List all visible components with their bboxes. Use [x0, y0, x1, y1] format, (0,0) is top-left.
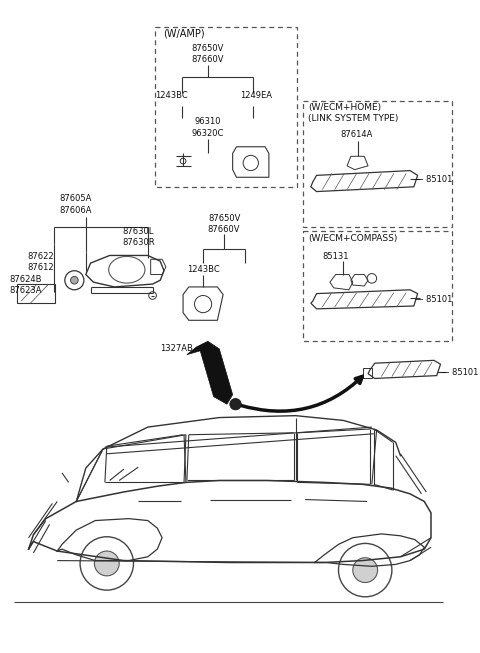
Bar [303, 101, 452, 227]
Text: 87624B: 87624B [10, 274, 42, 283]
Circle shape [95, 551, 119, 576]
Text: 87605A: 87605A [59, 195, 92, 204]
Text: (W/ECM+HOME): (W/ECM+HOME) [308, 103, 381, 112]
Bar [303, 231, 452, 342]
Text: 87623A: 87623A [10, 286, 42, 295]
Text: 87650V: 87650V [208, 214, 240, 223]
Text: 96320C: 96320C [192, 129, 224, 138]
Text: 87630L: 87630L [122, 227, 154, 236]
Text: 1249EA: 1249EA [240, 91, 272, 101]
Text: — 85101: — 85101 [415, 176, 452, 184]
Text: 87622: 87622 [28, 251, 54, 261]
FancyArrowPatch shape [239, 376, 362, 411]
Text: 87650V: 87650V [192, 44, 224, 53]
Text: 87612: 87612 [28, 263, 54, 272]
Text: 1243BC: 1243BC [187, 265, 219, 274]
Text: 1243BC: 1243BC [156, 91, 188, 101]
Text: 85131: 85131 [322, 251, 349, 261]
Text: 87614A: 87614A [340, 129, 373, 138]
Bar [156, 27, 298, 187]
Text: — 85101: — 85101 [415, 295, 452, 304]
Text: 87630R: 87630R [122, 238, 155, 247]
Circle shape [71, 276, 78, 284]
Polygon shape [187, 342, 233, 404]
Text: 96310: 96310 [194, 117, 221, 126]
Text: — 85101: — 85101 [441, 368, 478, 377]
Circle shape [230, 398, 241, 410]
Text: 87606A: 87606A [59, 206, 92, 215]
Text: (W/AMP): (W/AMP) [163, 29, 204, 39]
Circle shape [353, 558, 378, 582]
Text: 87660V: 87660V [208, 225, 240, 234]
Text: (W/ECM+COMPASS): (W/ECM+COMPASS) [308, 234, 397, 244]
Text: 87660V: 87660V [192, 56, 224, 64]
Text: (LINK SYSTEM TYPE): (LINK SYSTEM TYPE) [308, 114, 398, 123]
Text: 1327AB: 1327AB [160, 344, 193, 353]
